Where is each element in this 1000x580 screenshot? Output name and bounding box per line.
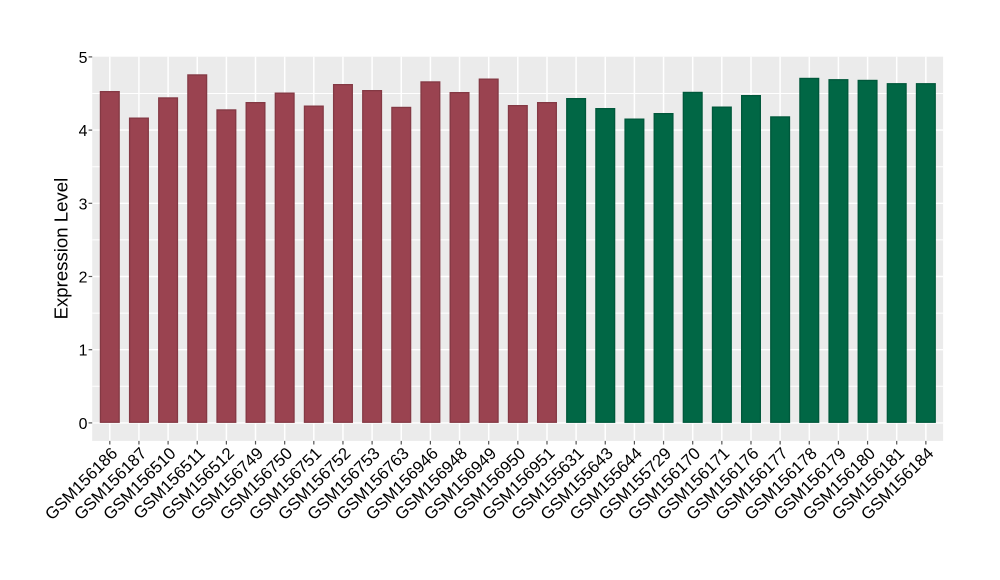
svg-text:0: 0 bbox=[79, 416, 88, 433]
svg-text:4: 4 bbox=[79, 123, 88, 140]
svg-text:5: 5 bbox=[79, 50, 88, 67]
svg-text:Expression Level: Expression Level bbox=[51, 178, 72, 320]
svg-text:3: 3 bbox=[79, 196, 88, 213]
svg-text:2: 2 bbox=[79, 270, 88, 287]
svg-text:1: 1 bbox=[79, 343, 88, 360]
